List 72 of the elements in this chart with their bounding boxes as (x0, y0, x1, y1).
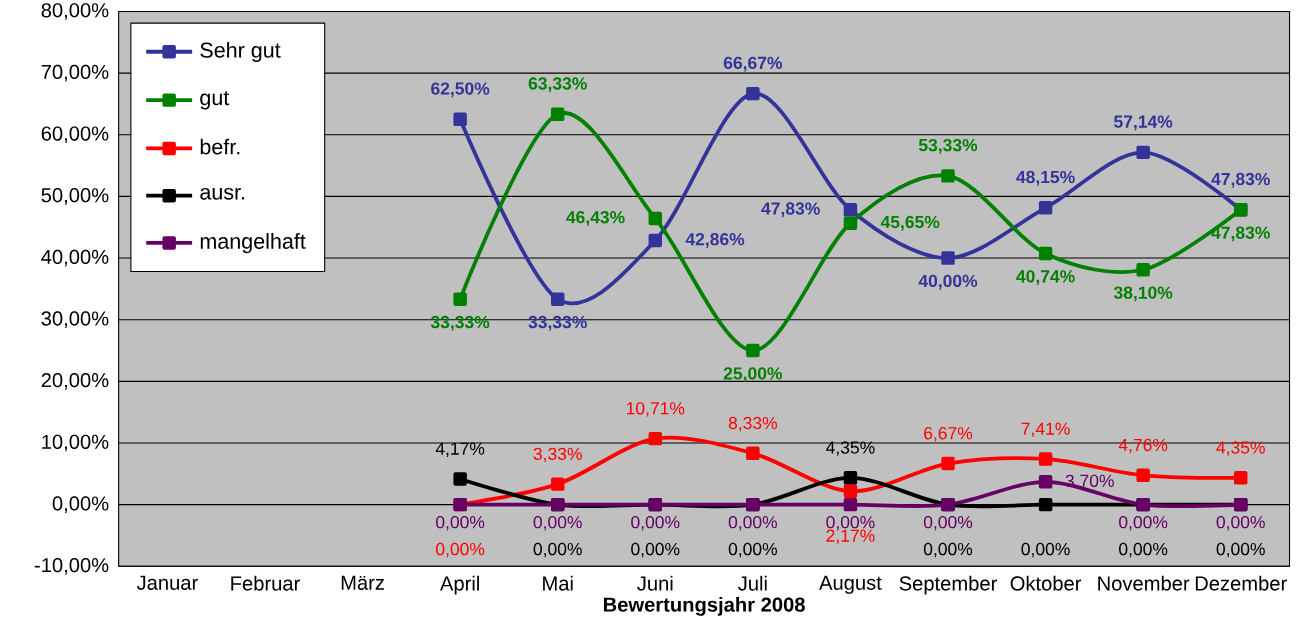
x-tick-label: Februar (231, 575, 300, 591)
x-tick-label: Dezember (1195, 575, 1287, 591)
data-label: 40,00% (918, 274, 978, 290)
data-label: 4,35% (826, 441, 875, 456)
data-label: 0,00% (436, 515, 485, 531)
x-tick-label: November (1098, 575, 1190, 591)
data-label: 33,33% (528, 315, 587, 331)
y-tick-label: 60,00% (41, 126, 109, 144)
y-tick-label: 50,00% (41, 188, 109, 205)
data-label: 0,00% (436, 542, 485, 558)
data-label: 4,17% (435, 442, 485, 457)
y-tick-label: 30,00% (41, 311, 109, 329)
data-label: 25,00% (723, 367, 783, 383)
data-label: 0,00% (533, 515, 582, 531)
data-label: 63,33% (528, 77, 587, 93)
legend-label: ausr. (200, 187, 245, 200)
data-label: 4,76% (1118, 438, 1168, 454)
data-label: 4,35% (1216, 441, 1265, 456)
x-tick-label: Januar (136, 575, 198, 590)
data-label: 42,86% (685, 232, 745, 248)
data-label: 6,67% (924, 427, 973, 442)
data-label: 45,65% (880, 215, 940, 231)
legend-label: Sehr gut (200, 41, 281, 62)
data-label: 0,00% (631, 515, 680, 531)
legend-label: mangelhaft (200, 233, 306, 254)
data-label: 62,50% (431, 82, 490, 98)
legend-label: befr. (200, 138, 240, 155)
data-label: 0,00% (1216, 542, 1265, 558)
data-label: 40,74% (1016, 270, 1075, 286)
y-tick-label: -10,00% (34, 557, 109, 575)
legend-label: gut (200, 91, 230, 110)
data-label: 47,83% (1211, 172, 1270, 188)
data-label: 0,00% (1216, 515, 1265, 531)
data-label: 0,00% (728, 542, 777, 558)
data-label: 0,00% (728, 515, 777, 531)
x-tick-label: Oktober (1010, 575, 1082, 591)
data-label: 7,41% (1021, 422, 1070, 437)
x-tick-label: Juni (637, 575, 673, 591)
x-tick-label: September (899, 575, 997, 595)
data-label: 0,00% (826, 515, 875, 531)
data-label: 0,00% (923, 542, 973, 558)
data-label: 66,67% (723, 56, 783, 72)
data-label: 0,00% (923, 515, 973, 531)
data-label: 47,83% (761, 202, 820, 218)
data-label: 57,14% (1114, 115, 1173, 131)
data-label: 0,00% (1119, 515, 1168, 531)
data-label: 48,15% (1016, 170, 1075, 186)
y-tick-label: 20,00% (41, 373, 109, 390)
data-label: 0,00% (631, 542, 680, 558)
data-label: 46,43% (566, 210, 625, 226)
data-label: 0,00% (1119, 542, 1168, 558)
x-tick-label: Juli (738, 575, 767, 591)
data-label: 10,71% (626, 402, 685, 417)
x-axis-title: Bewertungsjahr 2008 (603, 596, 805, 616)
data-label: 3,33% (533, 447, 582, 463)
data-label: 33,33% (430, 315, 490, 331)
data-label: 53,33% (918, 138, 978, 154)
x-tick-label: März (341, 575, 384, 590)
y-tick-label: 40,00% (41, 249, 109, 267)
y-tick-label: 0,00% (52, 496, 109, 513)
data-label: 38,10% (1113, 286, 1173, 302)
data-label: 8,33% (728, 416, 777, 432)
y-tick-label: 10,00% (42, 434, 109, 452)
data-label: 47,83% (1211, 226, 1270, 242)
x-tick-label: August (819, 575, 882, 594)
data-label: 2,17% (826, 529, 875, 544)
y-tick-label: 70,00% (41, 64, 109, 82)
x-tick-label: Mai (543, 575, 573, 591)
data-label: 0,00% (533, 542, 582, 558)
data-label: 0,00% (1021, 542, 1070, 558)
y-tick-label: 80,00% (41, 3, 109, 20)
x-tick-label: April (440, 575, 479, 595)
